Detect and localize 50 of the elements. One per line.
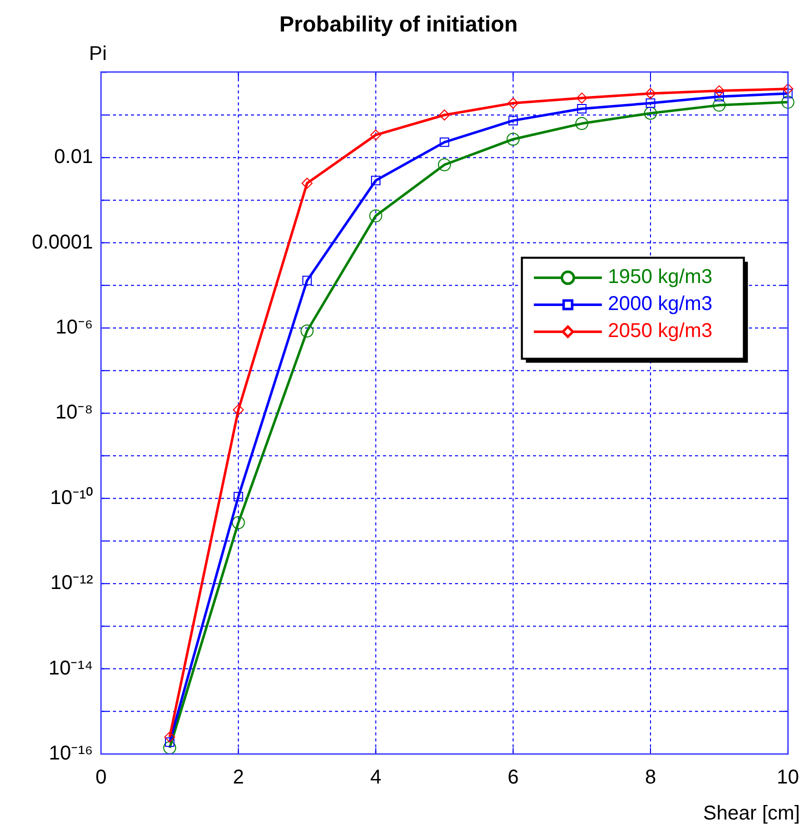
point — [369, 209, 382, 222]
point — [164, 732, 176, 743]
y-tick-label: 10⁻⁶ — [56, 316, 93, 339]
point — [438, 158, 451, 172]
point — [645, 88, 656, 99]
point — [714, 92, 724, 102]
x-tick-label: 6 — [508, 766, 519, 789]
point — [234, 492, 244, 502]
y-tick-label: 10⁻¹⁴ — [48, 657, 93, 680]
y-axis-title: Pi — [89, 42, 107, 65]
point — [646, 98, 656, 108]
point — [508, 116, 518, 126]
legend-label: 2000 kg/m3 — [608, 293, 712, 316]
point — [163, 741, 176, 754]
point — [371, 176, 380, 186]
legend-label: 2050 kg/m3 — [608, 320, 712, 342]
point — [438, 110, 450, 120]
point — [164, 737, 174, 747]
point — [232, 516, 245, 530]
point — [506, 132, 520, 146]
point — [575, 117, 588, 130]
point — [577, 104, 587, 114]
point — [302, 178, 313, 189]
point — [712, 98, 726, 112]
x-tick-label: 4 — [370, 766, 382, 789]
x-tick-label: 2 — [232, 766, 244, 789]
x-tick-label: 0 — [95, 766, 107, 789]
point — [232, 404, 244, 416]
point — [781, 96, 794, 109]
x-tick-label: 8 — [644, 766, 656, 789]
point — [508, 98, 519, 109]
y-tick-label: 10⁻¹² — [50, 572, 94, 594]
point — [300, 324, 314, 338]
x-tick-label: 10 — [776, 766, 799, 789]
point — [714, 85, 725, 96]
x-axis-title: Shear [cm] — [703, 802, 800, 825]
point — [644, 106, 657, 120]
chart-title: Probability of initiation — [279, 11, 518, 36]
y-tick-label: 0.01 — [54, 146, 93, 168]
legend-label: 1950 kg/m3 — [608, 266, 712, 288]
point — [782, 83, 794, 94]
point — [370, 129, 382, 140]
point — [576, 92, 588, 104]
y-tick-label: 10⁻¹⁶ — [48, 742, 93, 765]
y-tick-label: 10⁻¹⁰ — [50, 486, 93, 509]
y-tick-label: 0.0001 — [32, 231, 93, 254]
point — [440, 137, 450, 147]
point — [302, 276, 312, 286]
point — [783, 88, 793, 98]
y-tick-label: 10⁻⁸ — [55, 402, 93, 424]
